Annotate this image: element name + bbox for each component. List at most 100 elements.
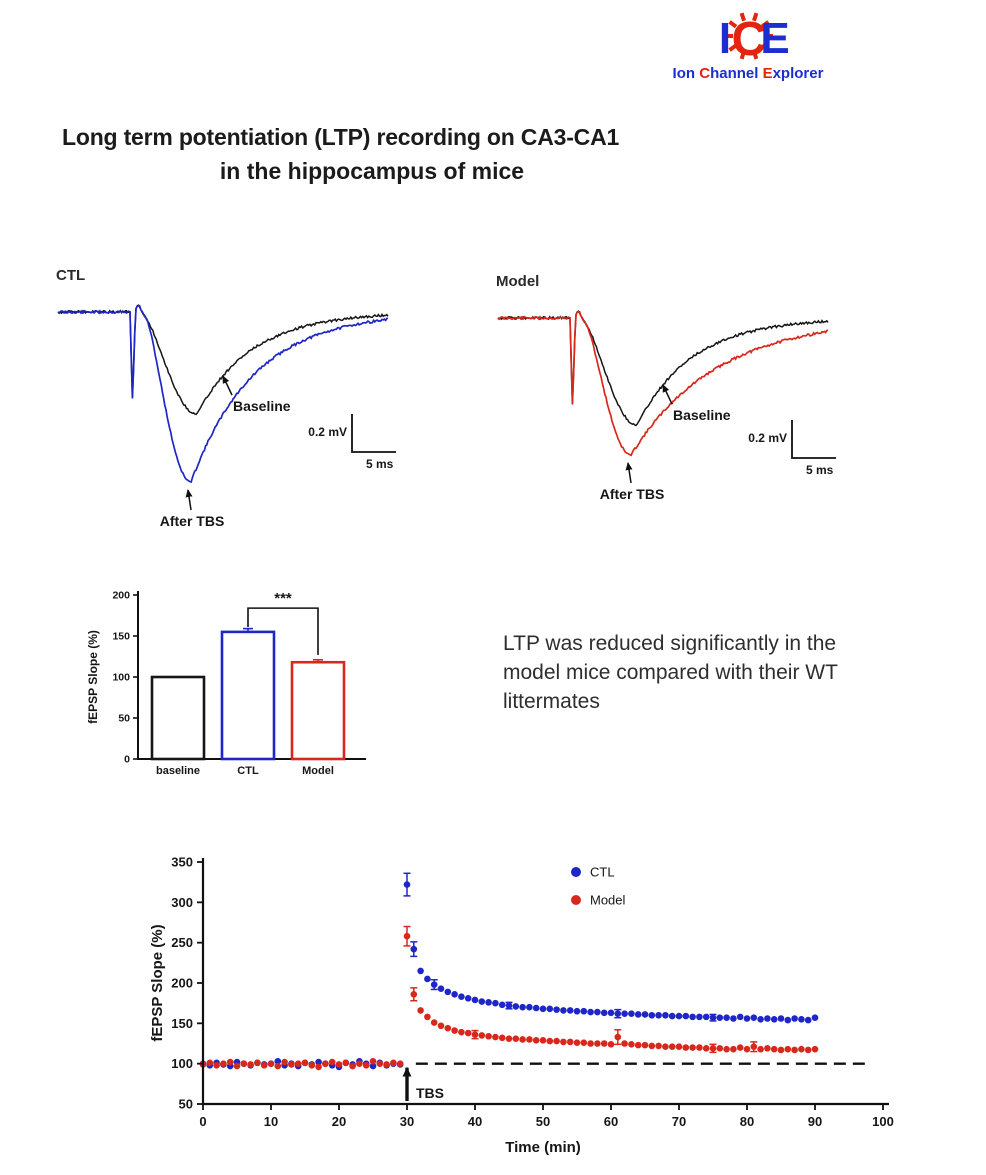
scale-bar [791,420,836,459]
data-point [464,995,472,1002]
data-point [471,996,479,1004]
data-point [736,1044,744,1051]
data-point [308,1061,316,1069]
data-point [580,1007,588,1015]
data-point [668,1012,676,1020]
data-point [356,1060,363,1067]
bar-chart-svg: 0 50 100 150 200 fEPSP Slope (%) baseline CTL Mo… [86,590,366,777]
data-point [607,1009,615,1017]
data-point [335,1061,343,1068]
data-point [240,1060,248,1067]
scatter-chart-svg: 0 10 20 30 40 50 60 70 80 90 100 50 100 150 200 250 300 3… [149,855,894,1157]
data-point [505,1002,513,1009]
data-point [634,1011,642,1018]
data-point [512,1035,520,1042]
baseline-annotation: Baseline [233,398,291,414]
data-point [668,1043,676,1051]
data-point [206,1059,214,1067]
y-tick-label: 100 [112,672,130,684]
data-point [750,1014,758,1021]
scale-v-label: 0.2 mV [748,431,787,445]
data-point [702,1045,710,1052]
data-point [369,1062,377,1070]
gear-spoke-icon [728,43,738,52]
data-point [709,1014,717,1021]
data-point [417,967,424,975]
y-tick-label: 200 [171,976,193,991]
x-tick-label: 50 [536,1114,550,1129]
data-point [648,1042,656,1050]
gear-spoke-icon [739,12,746,22]
trace-svg-model: Model Baseline After TBS 0.2 mV 5 ms [496,273,836,502]
data-point [573,1007,581,1015]
data-point [226,1058,234,1066]
gear-spoke-icon [752,50,759,60]
data-point [315,1058,322,1066]
data-point [485,999,492,1006]
data-point [573,1039,581,1046]
data-point [451,990,458,998]
significance-bracket [247,607,319,655]
data-point [682,1012,690,1020]
series-CTL [199,872,819,1071]
data-point [764,1045,771,1052]
data-point [628,1010,635,1017]
logo-text: Ion Channel Explorer [628,65,868,82]
baseline-annotation: Baseline [673,407,731,423]
data-point [777,1046,785,1054]
data-point [417,1007,424,1014]
y-tick-label: 0 [124,754,130,766]
y-tick-label: 150 [112,631,130,643]
data-point [485,1032,492,1040]
x-category-label: baseline [156,765,200,777]
data-point [757,1045,764,1053]
series-Model [199,925,819,1071]
y-tick-label: 300 [171,895,193,910]
y-tick-label: 250 [171,935,193,950]
data-point [621,1040,628,1047]
data-point [342,1059,350,1067]
data-point [709,1045,717,1052]
gear-spoke-icon [728,20,738,29]
data-point [804,1046,812,1054]
trace-panel-ctl: CTL Baseline After TBS 0.2 mV 5 ms [52,266,404,534]
data-point [369,1057,377,1065]
data-point [512,1003,520,1010]
x-tick-label: 0 [199,1114,206,1129]
data-point [478,998,486,1005]
significance-stars: *** [274,590,292,607]
data-point [390,1059,397,1067]
data-point [675,1012,683,1020]
data-point [519,1003,526,1011]
data-point [696,1013,703,1021]
data-point [743,1015,751,1022]
data-point [424,1013,431,1021]
data-point [328,1058,336,1066]
scale-h-label: 5 ms [366,457,394,471]
data-point [301,1059,309,1067]
data-point [770,1045,778,1053]
x-tick-label: 20 [332,1114,346,1129]
logo-text-part: C [699,65,711,82]
data-point [743,1045,751,1053]
data-point [220,1060,227,1067]
data-point [770,1016,778,1023]
data-point [376,1060,384,1067]
data-point [566,1038,574,1046]
scale-v-label: 0.2 mV [308,425,347,439]
data-point [464,1029,472,1037]
result-note: LTP was reduced significantly in the mod… [503,632,838,713]
x-tick-label: 30 [400,1114,414,1129]
x-tick-label: 90 [808,1114,822,1129]
data-point [526,1036,533,1043]
data-point [723,1045,730,1053]
data-point [233,1062,241,1070]
data-point [288,1061,295,1068]
data-point [689,1013,696,1021]
data-point [213,1061,220,1069]
after-tbs-arrow-icon [625,462,633,484]
data-point [458,1028,465,1036]
data-point [471,1031,479,1038]
data-point [634,1041,642,1049]
